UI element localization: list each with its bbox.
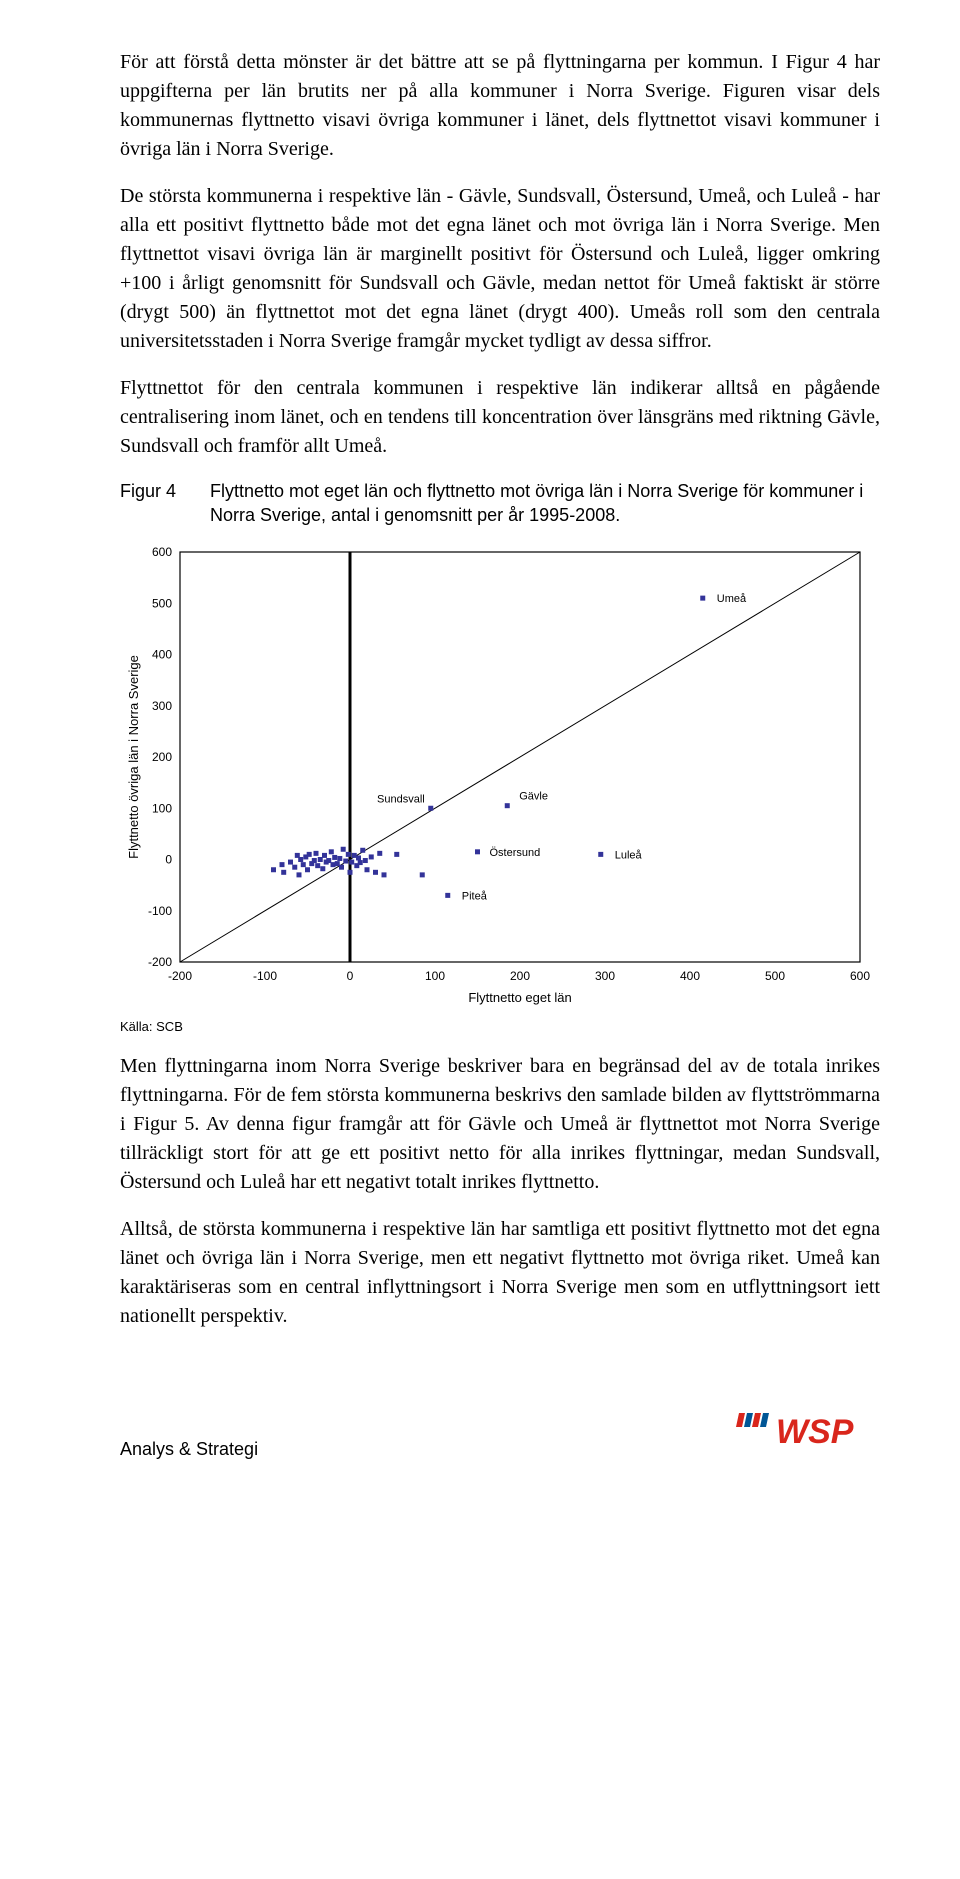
svg-text:Flyttnetto övriga län i Norra: Flyttnetto övriga län i Norra Sverige — [126, 655, 141, 859]
svg-text:Luleå: Luleå — [615, 849, 643, 861]
paragraph-5: Alltså, de största kommunerna i respekti… — [120, 1215, 880, 1331]
svg-text:500: 500 — [152, 596, 172, 610]
svg-text:500: 500 — [765, 969, 785, 983]
svg-text:Umeå: Umeå — [717, 593, 747, 605]
svg-text:Sundsvall: Sundsvall — [377, 793, 425, 805]
svg-text:-200: -200 — [168, 969, 192, 983]
svg-text:Östersund: Östersund — [490, 846, 541, 858]
svg-text:0: 0 — [347, 969, 354, 983]
figure-4-caption: Figur 4 Flyttnetto mot eget län och flyt… — [120, 479, 880, 528]
svg-text:Piteå: Piteå — [462, 890, 488, 902]
paragraph-1: För att förstå detta mönster är det bätt… — [120, 48, 880, 164]
paragraph-2: De största kommunerna i respektive län -… — [120, 182, 880, 356]
svg-text:100: 100 — [425, 969, 445, 983]
svg-text:-200: -200 — [148, 955, 172, 969]
svg-text:400: 400 — [680, 969, 700, 983]
paragraph-3: Flyttnettot för den centrala kommunen i … — [120, 374, 880, 461]
svg-text:600: 600 — [152, 545, 172, 559]
wsp-logo: WSP — [730, 1409, 880, 1460]
svg-text:Gävle: Gävle — [519, 790, 548, 802]
svg-text:Flyttnetto eget län: Flyttnetto eget län — [468, 990, 571, 1005]
page-footer: Analys & Strategi WSP — [0, 1389, 960, 1490]
figure-caption-text: Flyttnetto mot eget län och flyttnetto m… — [210, 479, 880, 528]
chart-source: Källa: SCB — [120, 1019, 880, 1034]
footer-text: Analys & Strategi — [120, 1439, 258, 1460]
svg-text:-100: -100 — [148, 903, 172, 917]
figure-4-chart: -200 -100 0 100 200 300 400 500 600 -200 -100 0 100 2… — [120, 540, 880, 1015]
svg-text:-100: -100 — [253, 969, 277, 983]
svg-text:0: 0 — [165, 852, 172, 866]
scatter-chart: -200 -100 0 100 200 300 400 500 600 -200 -100 0 100 2… — [120, 540, 880, 1010]
svg-text:400: 400 — [152, 647, 172, 661]
svg-text:100: 100 — [152, 801, 172, 815]
svg-text:300: 300 — [152, 698, 172, 712]
svg-text:300: 300 — [595, 969, 615, 983]
paragraph-4: Men flyttningarna inom Norra Sverige bes… — [120, 1052, 880, 1197]
figure-label: Figur 4 — [120, 479, 210, 528]
svg-text:WSP: WSP — [776, 1413, 854, 1451]
svg-text:200: 200 — [510, 969, 530, 983]
svg-text:200: 200 — [152, 750, 172, 764]
svg-text:600: 600 — [850, 969, 870, 983]
